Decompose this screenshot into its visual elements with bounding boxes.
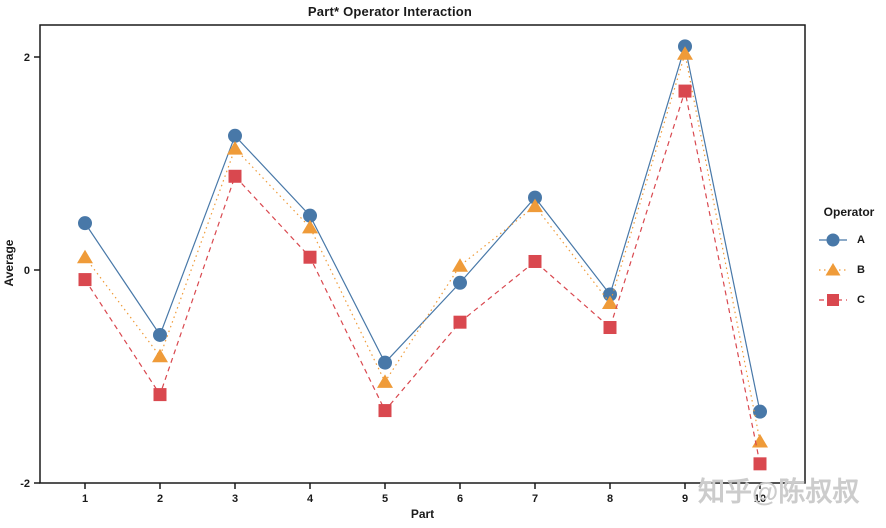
series-line-B xyxy=(84,53,761,442)
y-tick-label: 2 xyxy=(24,52,30,64)
x-tick-label: 1 xyxy=(82,493,88,505)
legend-item-B: B xyxy=(818,259,886,281)
circle-marker xyxy=(378,355,392,370)
x-axis-ticks: 1 2 3 4 5 6 7 8 9 10 xyxy=(82,483,766,505)
y-tick-label: -2 xyxy=(20,478,30,490)
triangle-legend-icon xyxy=(819,263,847,276)
circle-marker xyxy=(303,208,317,223)
square-marker xyxy=(603,321,617,335)
triangle-marker xyxy=(527,198,543,213)
series-line-A xyxy=(84,46,761,412)
x-tick-label: 2 xyxy=(157,493,163,505)
legend-label: A xyxy=(857,234,865,246)
circle-marker xyxy=(153,327,167,342)
square-marker xyxy=(78,273,92,287)
square-marker xyxy=(453,315,467,329)
triangle-marker xyxy=(227,141,243,155)
square-marker xyxy=(678,84,692,98)
circle-marker xyxy=(826,233,840,247)
x-tick-label: 6 xyxy=(457,493,463,505)
square-marker xyxy=(528,254,542,268)
x-tick-label: 7 xyxy=(532,493,538,505)
square-marker xyxy=(753,457,767,471)
x-tick-label: 8 xyxy=(607,493,613,505)
series-C xyxy=(78,84,767,471)
x-tick-label: 10 xyxy=(754,493,766,505)
triangle-marker xyxy=(452,258,468,272)
circle-marker xyxy=(453,275,467,290)
triangle-marker xyxy=(77,249,93,264)
square-legend-icon xyxy=(819,294,847,306)
legend-label: B xyxy=(857,264,865,276)
chart-title: Part* Operator Interaction xyxy=(307,4,473,19)
x-axis-label: Part xyxy=(410,507,435,521)
circle-marker xyxy=(78,216,92,231)
legend-item-C: C xyxy=(818,289,886,311)
triangle-marker xyxy=(152,348,168,363)
circle-legend-icon xyxy=(819,233,847,247)
x-tick-label: 9 xyxy=(682,493,688,505)
triangle-marker xyxy=(825,263,841,276)
square-marker xyxy=(827,294,839,306)
plot-border xyxy=(39,24,806,484)
legend-title: Operator xyxy=(823,205,875,219)
legend-item-A: A xyxy=(818,229,886,251)
series-B xyxy=(77,46,768,448)
x-tick-label: 4 xyxy=(307,493,314,505)
series-A xyxy=(78,39,767,419)
triangle-marker xyxy=(302,219,318,234)
legend: Operator A B C xyxy=(812,205,886,319)
triangle-marker xyxy=(377,374,393,388)
square-marker xyxy=(378,404,392,418)
circle-marker xyxy=(753,404,767,419)
square-marker xyxy=(153,388,167,402)
square-marker xyxy=(303,250,317,264)
square-marker xyxy=(228,169,242,183)
legend-label: C xyxy=(857,294,865,306)
legend-items: A B C xyxy=(812,229,886,311)
triangle-marker xyxy=(602,295,618,310)
x-tick-label: 5 xyxy=(382,493,388,505)
y-tick-label: 0 xyxy=(24,265,30,277)
triangle-marker xyxy=(677,46,693,60)
circle-marker xyxy=(228,128,242,143)
series-line-C xyxy=(84,88,761,464)
x-tick-label: 3 xyxy=(232,493,238,505)
y-axis-ticks: -2 0 2 xyxy=(20,52,40,490)
circle-marker xyxy=(528,190,542,205)
